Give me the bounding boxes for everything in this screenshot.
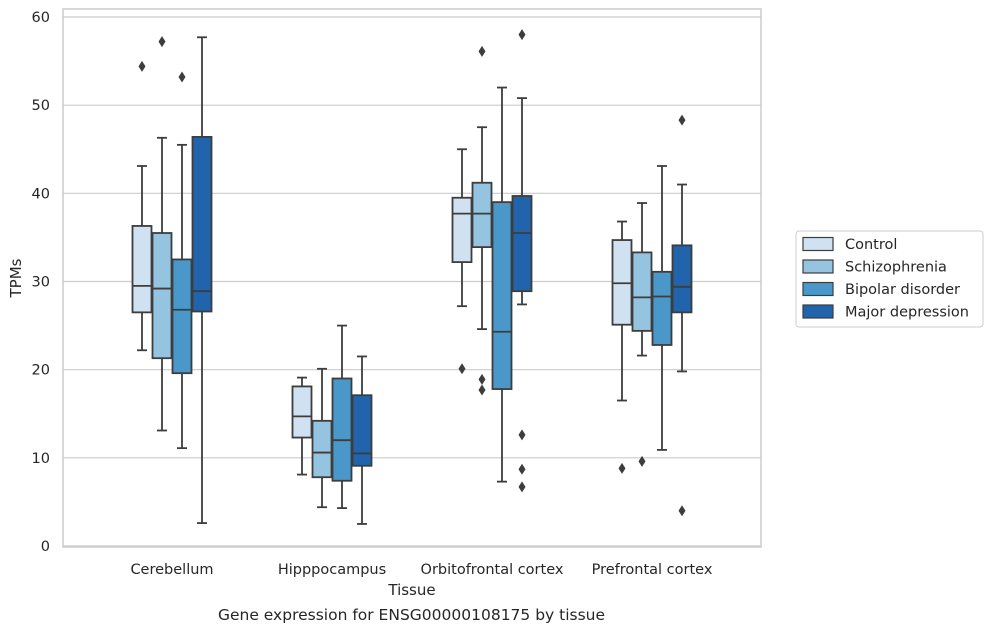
outlier-point — [678, 505, 686, 517]
outlier-point — [158, 36, 166, 48]
chart-caption: Gene expression for ENSG00000108175 by t… — [217, 606, 606, 624]
iqr-box — [631, 251, 653, 332]
box-plots — [131, 29, 693, 525]
x-axis-label: Tissue — [387, 581, 435, 599]
box-schizophrenia — [151, 36, 173, 432]
iqr-box — [451, 196, 473, 264]
iqr-box — [171, 258, 193, 375]
outlier-point — [518, 481, 526, 493]
x-tick-labels: Cerebellum Hipppocampus Orbitofrontal cort… — [130, 562, 712, 578]
y-axis-label: TPMs — [7, 258, 25, 298]
iqr-box — [191, 136, 213, 313]
legend-swatch — [802, 281, 834, 297]
legend-item: Control — [802, 236, 897, 253]
iqr-box — [491, 201, 513, 390]
legend-swatch — [802, 259, 834, 274]
iqr-box — [471, 181, 493, 249]
outlier-point — [638, 455, 646, 467]
iqr-box — [351, 394, 373, 467]
outlier-point — [458, 363, 466, 375]
legend-label: Control — [845, 237, 897, 253]
iqr-box — [291, 385, 313, 439]
y-tick-label: 20 — [32, 363, 50, 379]
box-bipolar-disorder — [171, 71, 193, 450]
y-tick-label: 50 — [32, 98, 50, 114]
x-tick-label: Cerebellum — [130, 562, 213, 578]
legend-swatch — [802, 236, 834, 252]
legend-frame — [795, 230, 984, 328]
y-tick-label: 30 — [32, 275, 50, 291]
outlier-point — [478, 45, 486, 57]
box-schizophrenia — [471, 45, 493, 396]
y-tick-label: 60 — [32, 10, 50, 26]
outlier-point — [518, 429, 526, 441]
outlier-point — [518, 29, 526, 41]
outlier-point — [138, 60, 146, 72]
plot-frame — [62, 8, 762, 548]
box-bipolar-disorder — [651, 165, 673, 451]
legend-item: Major depression — [802, 304, 969, 321]
x-tick-label: Hipppocampus — [278, 562, 386, 578]
iqr-box — [151, 232, 173, 360]
outlier-point — [618, 462, 626, 474]
x-tick-label: Prefrontal cortex — [592, 562, 713, 578]
y-tick-label: 40 — [32, 186, 50, 202]
outlier-point — [678, 114, 686, 126]
legend-item: Bipolar disorder — [802, 281, 960, 298]
outlier-point — [478, 373, 486, 385]
box-schizophrenia — [311, 367, 333, 509]
box-control — [131, 60, 153, 352]
box-control — [451, 148, 473, 375]
box-bipolar-disorder — [491, 86, 513, 483]
iqr-box — [131, 225, 153, 314]
legend-label: Schizophrenia — [845, 260, 947, 276]
box-major-depression — [191, 36, 213, 524]
iqr-box — [671, 244, 693, 314]
outlier-point — [178, 71, 186, 83]
iqr-box — [651, 270, 673, 346]
outlier-point — [518, 463, 526, 475]
y-tick-label: 10 — [32, 451, 50, 467]
iqr-box — [331, 377, 353, 482]
box-bipolar-disorder — [331, 324, 353, 509]
legend-item: Schizophrenia — [802, 259, 947, 276]
x-tick-label: Orbitofrontal cortex — [421, 562, 564, 578]
y-tick-labels: 0 10 20 30 40 50 60 — [32, 10, 50, 555]
iqr-box — [311, 419, 333, 479]
legend-label: Bipolar disorder — [845, 282, 960, 298]
y-tick-label: 0 — [41, 539, 50, 555]
legend: Control Schizophrenia Bipolar disorder Majo… — [795, 230, 984, 328]
outlier-point — [478, 384, 486, 396]
box-major-depression — [351, 355, 373, 525]
legend-label: Major depression — [845, 305, 969, 321]
box-major-depression — [511, 29, 533, 493]
iqr-box — [511, 195, 533, 293]
box-schizophrenia — [631, 202, 653, 467]
legend-swatch — [802, 304, 834, 319]
box-control — [611, 220, 633, 474]
box-control — [291, 376, 313, 476]
box-major-depression — [671, 114, 693, 517]
